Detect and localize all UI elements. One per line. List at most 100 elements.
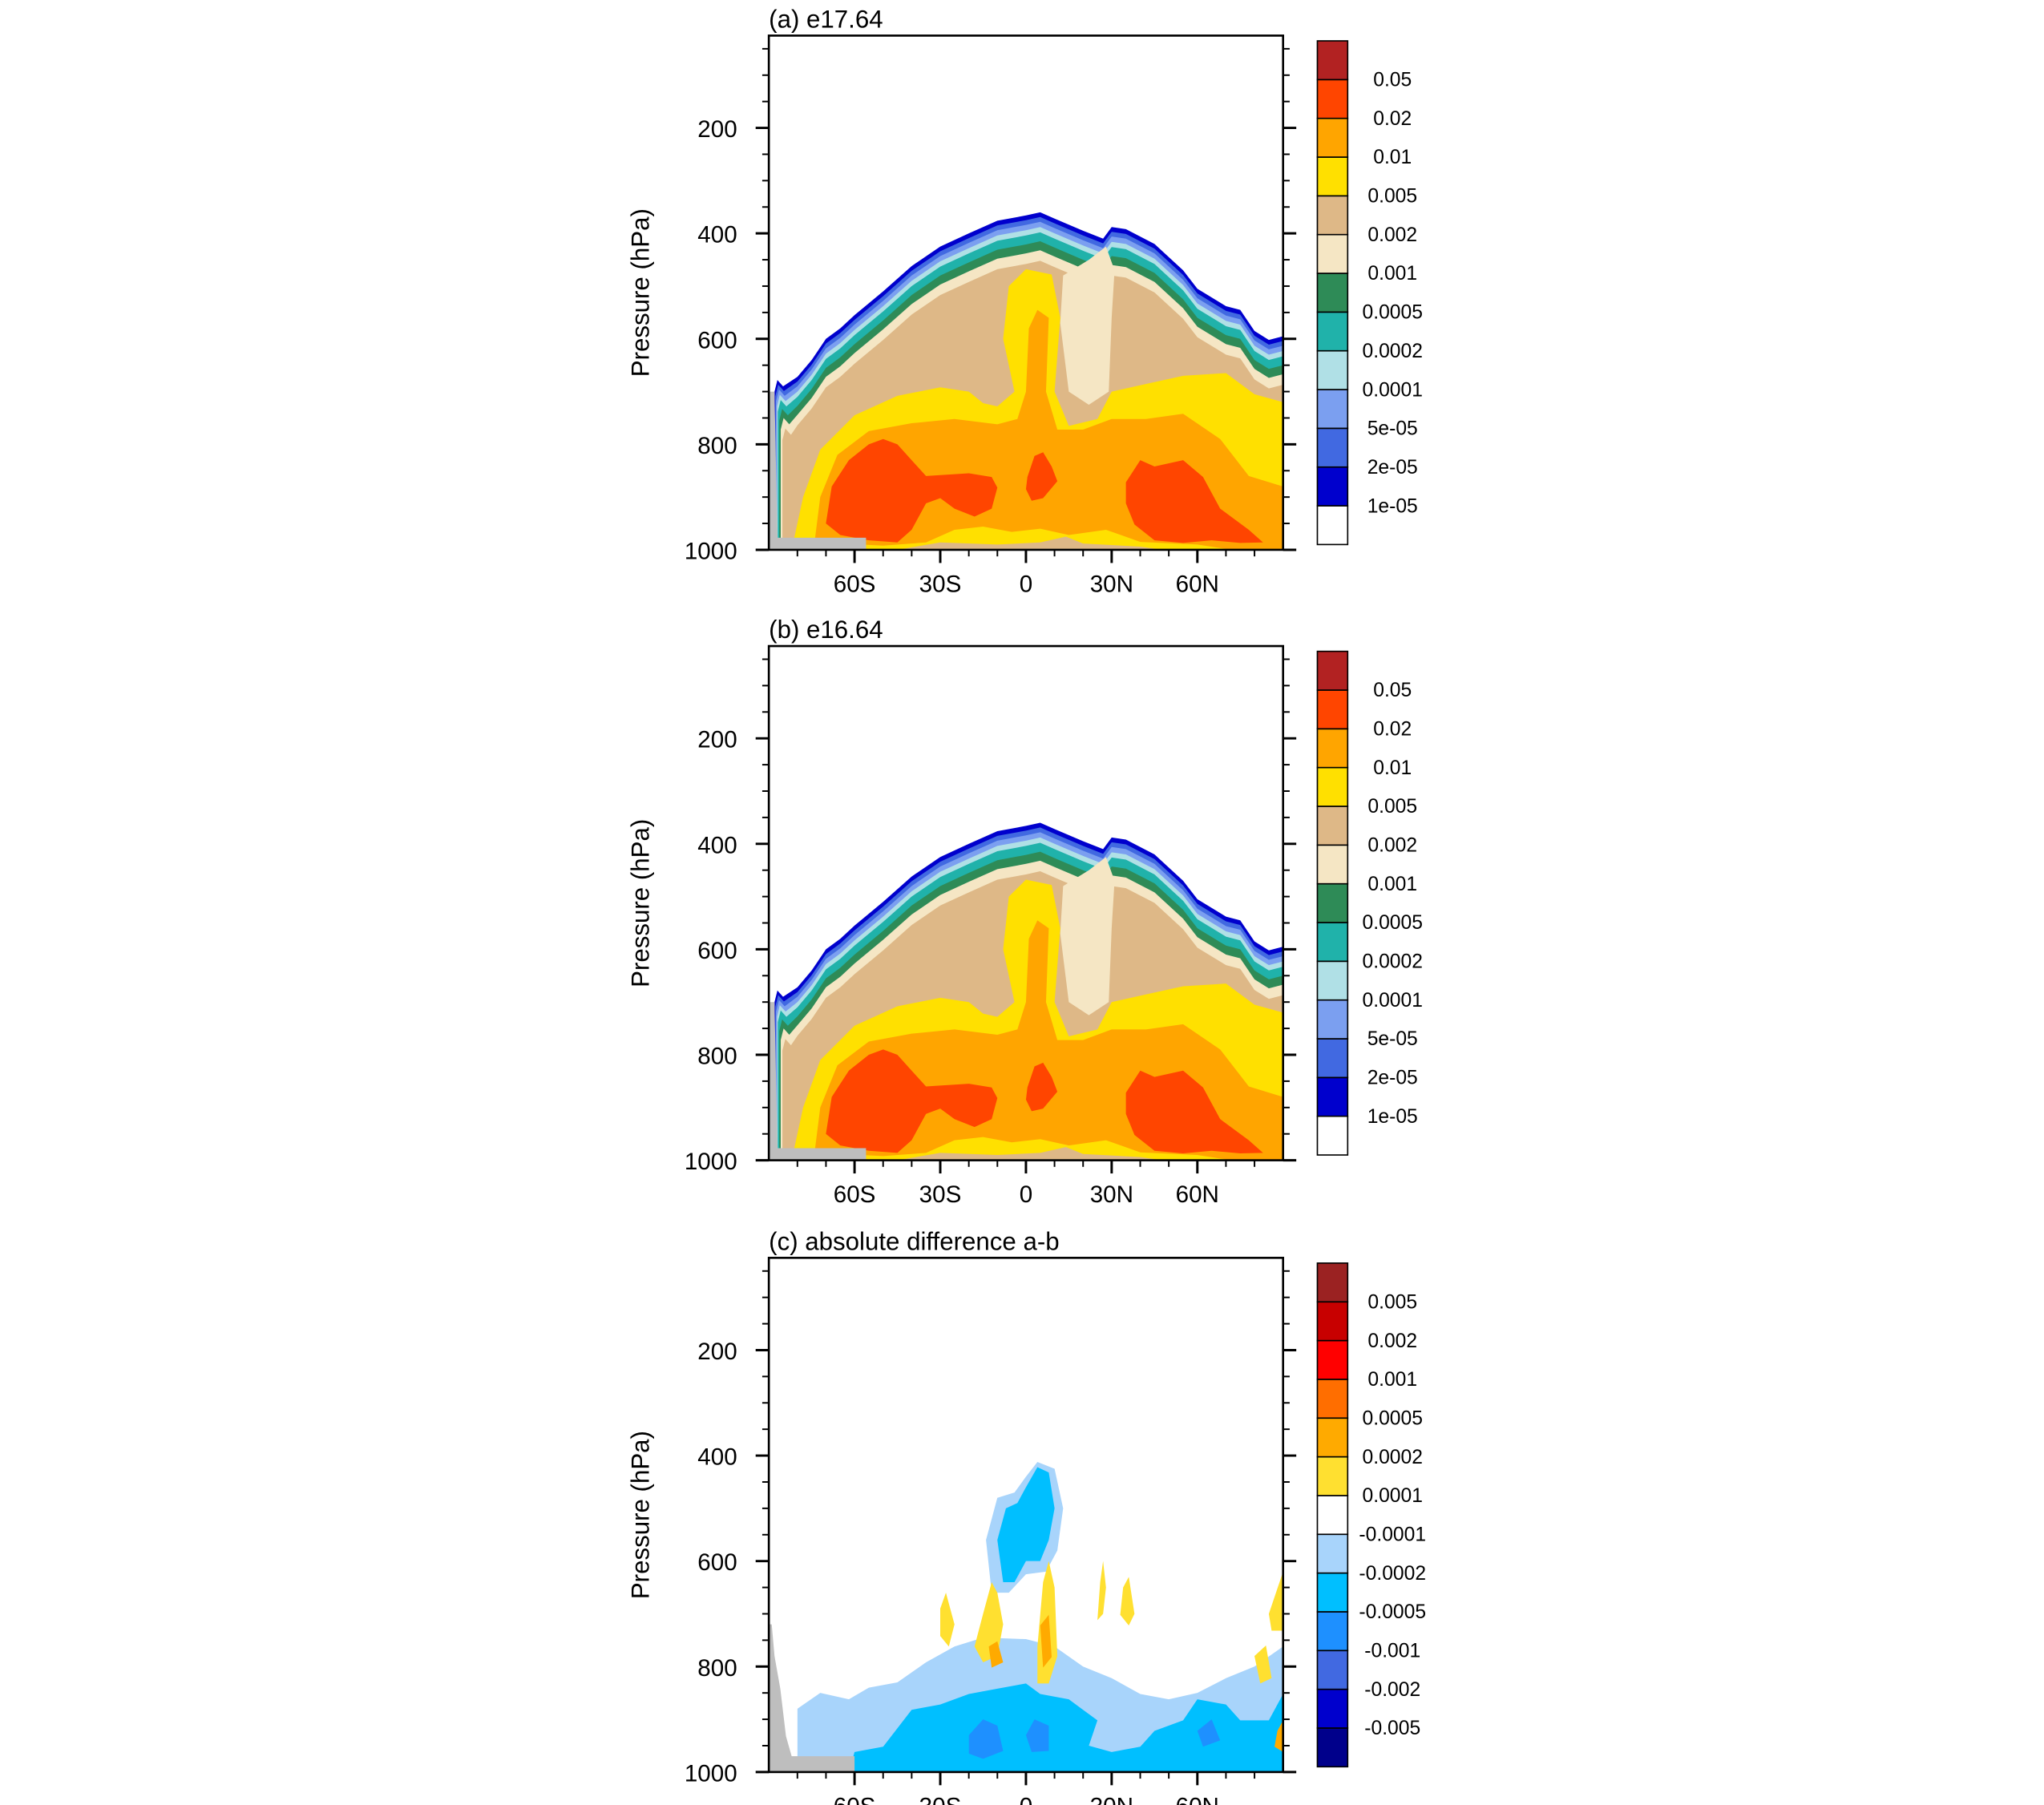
x-tick-label: 60N (1176, 571, 1219, 598)
colorbar-label: 0.05 (1373, 70, 1412, 91)
contour-region-level-11 (1125, 1070, 1263, 1154)
y-tick-label: 200 (697, 116, 737, 143)
contour-region-level-3 (1025, 1719, 1049, 1752)
x-tick-label: 60N (1176, 1794, 1219, 1805)
contour-region-level-8 (897, 1147, 1164, 1161)
y-tick-label: 800 (697, 1655, 737, 1682)
colorbar-label: -0.0001 (1359, 1524, 1426, 1545)
colorbar-label: 0.002 (1367, 835, 1417, 857)
colorbar-label: 0.0002 (1363, 951, 1423, 973)
colorbar-box-4 (1316, 1572, 1349, 1613)
colorbar-box-0 (1316, 1115, 1349, 1156)
x-tick-label: 60S (834, 1794, 876, 1805)
colorbar-box-9 (1316, 1379, 1349, 1419)
colorbar-label: 0.001 (1367, 874, 1417, 895)
colorbar-box-3 (1316, 999, 1349, 1040)
y-tick-label: 1000 (685, 1760, 737, 1787)
colorbar-label: 0.02 (1373, 108, 1412, 130)
colorbar-label: -0.002 (1364, 1679, 1420, 1701)
colorbar-label: 0.0002 (1363, 1447, 1423, 1468)
colorbar-box-10 (1316, 728, 1349, 769)
x-tick-label: 0 (1020, 1794, 1032, 1805)
y-tick-label: 600 (697, 327, 737, 353)
contour-region-level-3 (968, 1719, 1004, 1759)
y-tick-label: 400 (697, 832, 737, 858)
colorbar-box-8 (1316, 1417, 1349, 1458)
colorbar-box-5 (1316, 311, 1349, 352)
y-axis-label: Pressure (hPa) (626, 819, 654, 987)
y-tick-label: 400 (697, 1444, 737, 1471)
colorbar-label: 0.0001 (1363, 1485, 1423, 1507)
panel-title: (a) e17.64 (769, 6, 883, 34)
colorbar-label: 0.001 (1367, 263, 1417, 285)
y-tick-label: 800 (697, 433, 737, 459)
y-tick-label: 200 (697, 1339, 737, 1365)
colorbar-label: 5e-05 (1367, 1028, 1418, 1050)
colorbar-box-8 (1316, 806, 1349, 846)
colorbar-box-5 (1316, 922, 1349, 963)
contour-region-level-8 (1274, 1720, 1283, 1752)
colorbar-box-12 (1316, 1262, 1349, 1303)
x-tick-label: 0 (1020, 1181, 1032, 1208)
x-tick-label: 30S (919, 1181, 962, 1208)
plot-area (769, 646, 1283, 1161)
colorbar-box-12 (1316, 40, 1349, 81)
plot-area (769, 35, 1283, 550)
colorbar-box-11 (1316, 1301, 1349, 1342)
colorbar-box-9 (1316, 156, 1349, 197)
x-tick-label: 60S (834, 571, 876, 598)
colorbar: -0.005 -0.002 -0.001 -0.0005 -0.0002 -0.0001 0… (1316, 1262, 1426, 1768)
colorbar-label: 0.005 (1367, 186, 1417, 208)
colorbar-label: 0.005 (1367, 1291, 1417, 1313)
colorbar-label: 0.001 (1367, 1369, 1417, 1391)
contour-region-level-4 (849, 1683, 1283, 1772)
colorbar-box-10 (1316, 117, 1349, 158)
x-tick-label: 30S (919, 1794, 962, 1805)
colorbar-label: 0.0005 (1363, 912, 1423, 934)
contour-region-level-11 (1025, 1062, 1058, 1112)
colorbar-box-11 (1316, 79, 1349, 119)
colorbar: 1e-05 2e-05 5e-05 0.0001 0.0002 0.0005 0.001 0.… (1316, 40, 1423, 546)
colorbar-label: 0.0001 (1363, 990, 1423, 1012)
x-tick-label: 30N (1090, 1181, 1133, 1208)
contour-region-level-7 (1097, 1561, 1106, 1621)
contour-region-level-7 (1120, 1577, 1135, 1625)
colorbar-box-8 (1316, 195, 1349, 236)
y-axis-label: Pressure (hPa) (626, 1431, 654, 1599)
colorbar-label: 0.01 (1373, 147, 1412, 168)
y-tick-label: 600 (697, 938, 737, 964)
colorbar-box-1 (1316, 1076, 1349, 1117)
colorbar-label: 0.01 (1373, 757, 1412, 779)
colorbar-box-0 (1316, 505, 1349, 546)
contour-region-level-11 (826, 1049, 998, 1153)
colorbar-box-10 (1316, 1339, 1349, 1380)
colorbar-box-12 (1316, 650, 1349, 691)
colorbar-box-3 (1316, 1611, 1349, 1652)
colorbar-label: 0.05 (1373, 680, 1412, 701)
x-tick-label: 0 (1020, 571, 1032, 598)
x-tick-label: 30N (1090, 571, 1133, 598)
colorbar-label: 0.0005 (1363, 1407, 1423, 1429)
contour-region-level-11 (1125, 460, 1263, 543)
colorbar-box-7 (1316, 1456, 1349, 1496)
colorbar-label: 0.002 (1367, 1331, 1417, 1352)
colorbar-box-0 (1316, 1727, 1349, 1768)
colorbar-label: 1e-05 (1367, 495, 1418, 517)
colorbar-box-5 (1316, 1533, 1349, 1574)
colorbar-box-4 (1316, 960, 1349, 1001)
colorbar-label: -0.001 (1364, 1641, 1420, 1662)
y-tick-label: 1000 (685, 1149, 737, 1175)
contour-region-level-8 (897, 536, 1164, 550)
colorbar-label: 0.0002 (1363, 341, 1423, 362)
colorbar-label: 0.0001 (1363, 379, 1423, 401)
colorbar-label: 2e-05 (1367, 1068, 1418, 1089)
y-tick-label: 1000 (685, 538, 737, 564)
colorbar-box-3 (1316, 389, 1349, 430)
colorbar-box-6 (1316, 273, 1349, 313)
colorbar-box-1 (1316, 466, 1349, 507)
contour-region-level-8 (988, 1641, 1004, 1668)
contour-region-level-7 (1060, 857, 1115, 1016)
colorbar-label: 1e-05 (1367, 1106, 1418, 1128)
colorbar-label: 0.002 (1367, 224, 1417, 246)
